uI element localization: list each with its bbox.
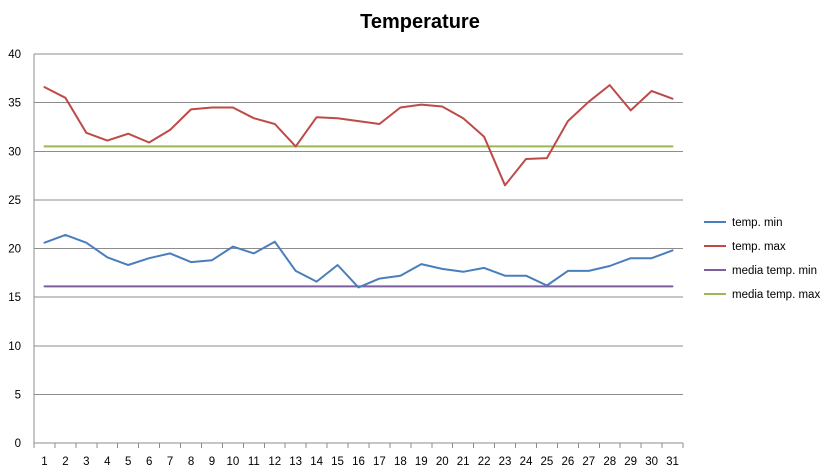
y-tick-label: 35 xyxy=(8,98,21,110)
x-tick-label: 16 xyxy=(352,456,365,468)
x-tick-label: 9 xyxy=(209,456,215,468)
x-tick-label: 15 xyxy=(331,456,344,468)
y-tick-label: 0 xyxy=(15,438,21,450)
y-tick-label: 25 xyxy=(8,195,21,207)
x-tick-label: 11 xyxy=(248,456,260,468)
x-tick-label: 28 xyxy=(603,456,616,468)
x-tick-label: 21 xyxy=(457,456,470,468)
y-tick-label: 20 xyxy=(8,244,21,256)
series-line-temp-max xyxy=(43,84,674,187)
x-tick-label: 18 xyxy=(394,456,407,468)
y-tick-label: 10 xyxy=(8,341,21,353)
x-tick-label: 4 xyxy=(104,456,111,468)
x-tick-label: 1 xyxy=(41,456,47,468)
legend-label: media temp. min xyxy=(732,265,817,277)
x-tick-label: 31 xyxy=(666,456,679,468)
x-tick-label: 14 xyxy=(310,456,323,468)
y-tick-label: 15 xyxy=(8,292,21,304)
y-tick-label: 5 xyxy=(15,389,21,401)
x-tick-label: 20 xyxy=(436,456,449,468)
x-tick-label: 3 xyxy=(83,456,89,468)
legend-label: media temp. max xyxy=(732,289,820,301)
x-tick-label: 22 xyxy=(478,456,491,468)
x-tick-label: 13 xyxy=(289,456,302,468)
x-tick-label: 12 xyxy=(268,456,281,468)
y-tick-label: 40 xyxy=(8,49,21,61)
chart-title: Temperature xyxy=(360,11,480,33)
x-tick-label: 26 xyxy=(561,456,574,468)
x-tick-label: 5 xyxy=(125,456,131,468)
x-tick-label: 24 xyxy=(520,456,533,468)
y-tick-label: 30 xyxy=(8,146,21,158)
x-tick-label: 7 xyxy=(167,456,173,468)
series-line-temp-min xyxy=(43,233,674,289)
x-tick-label: 10 xyxy=(226,456,239,468)
x-tick-label: 30 xyxy=(645,456,658,468)
x-tick-label: 2 xyxy=(62,456,68,468)
x-tick-label: 25 xyxy=(541,456,554,468)
x-tick-label: 29 xyxy=(624,456,637,468)
x-tick-label: 19 xyxy=(415,456,428,468)
legend-label: temp. min xyxy=(732,217,783,229)
x-tick-label: 23 xyxy=(499,456,512,468)
x-tick-label: 17 xyxy=(373,456,386,468)
x-tick-label: 27 xyxy=(582,456,595,468)
x-tick-label: 8 xyxy=(188,456,194,468)
x-tick-label: 6 xyxy=(146,456,152,468)
legend-label: temp. max xyxy=(732,241,786,253)
